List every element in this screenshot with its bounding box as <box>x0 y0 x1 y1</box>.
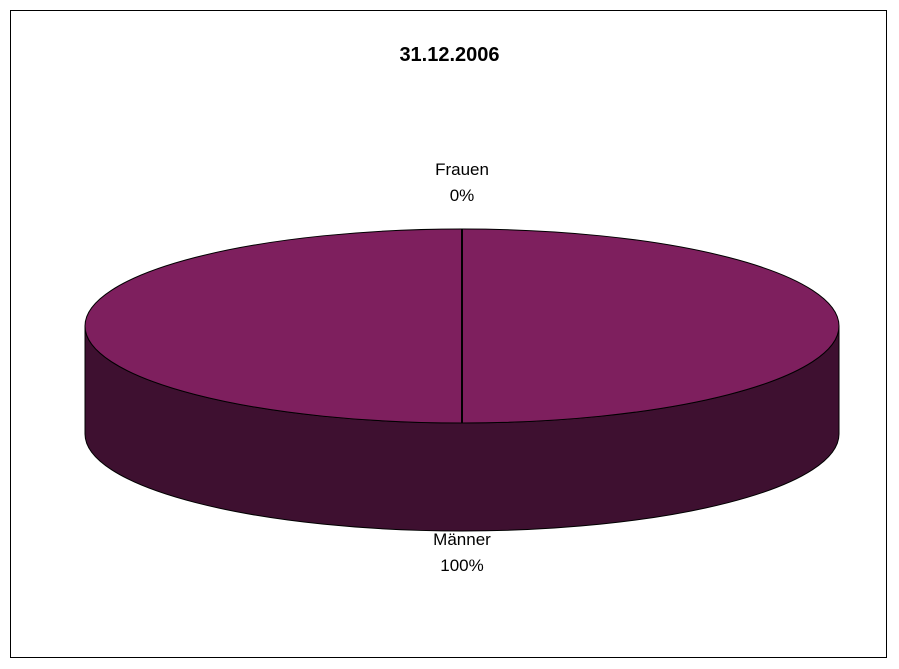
data-label-frauen: Frauen 0% <box>382 157 542 209</box>
data-label-maenner-name: Männer <box>433 530 491 549</box>
data-label-frauen-percent: 0% <box>449 186 475 205</box>
data-label-maenner: Männer 100% <box>382 527 542 579</box>
data-label-frauen-name: Frauen <box>435 160 489 179</box>
data-label-maenner-percent: 100% <box>440 556 484 575</box>
chart-title: 31.12.2006 <box>399 44 500 66</box>
